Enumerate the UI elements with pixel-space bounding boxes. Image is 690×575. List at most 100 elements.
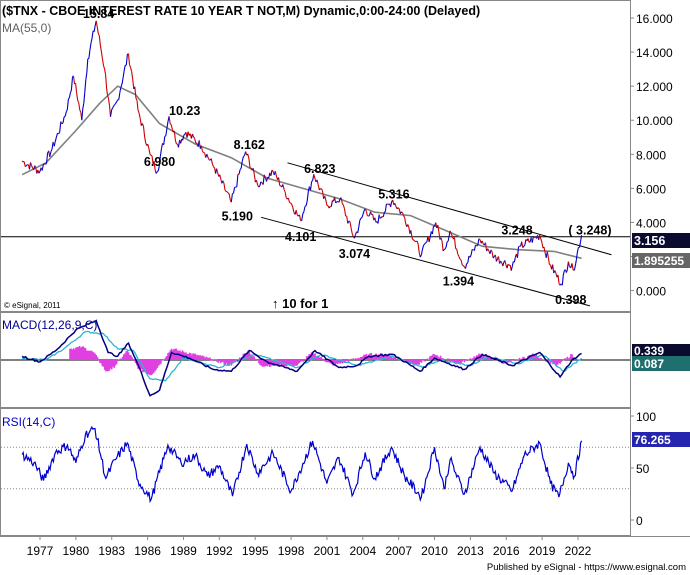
price-segment [68,92,71,98]
price-segment [521,241,524,248]
price-segment [284,191,287,198]
x-tick-label: 1998 [278,544,305,558]
macd-hist-bar [457,360,460,364]
price-segment [453,237,457,249]
price-segment [23,161,26,167]
price-segment [107,98,111,106]
price-annotation: 0.398 [555,293,586,307]
macd-hist-bar [414,360,417,366]
price-segment [289,201,291,204]
price-segment [313,174,316,179]
macd-hist-bar [366,356,369,360]
macd-hist-bar [424,360,426,362]
macd-hist-bar [119,358,121,360]
macd-hist-bar [213,359,216,360]
macd-hist-bar [84,348,87,360]
price-segment [527,238,530,243]
macd-hist-bar [339,360,341,364]
price-segment [335,201,338,204]
macd-hist-bar [431,355,433,360]
price-segment [473,244,477,251]
macd-hist-bar [114,360,117,366]
macd-hist-bar [302,360,304,362]
macd-hist-bar [256,360,259,361]
price-segment [127,53,131,65]
price-segment [198,140,201,149]
macd-hist-bar [111,360,113,370]
macd-hist-bar [124,353,126,360]
macd-hist-bar [252,356,254,360]
price-segment [90,38,93,44]
macd-hist-bar [359,357,362,360]
price-segment [460,259,463,266]
price-segment [45,163,47,165]
price-y-tick: 12.000 [636,80,673,94]
x-tick-label: 2004 [349,544,376,558]
macd-hist-bar [151,360,154,375]
macd-hist-bar [262,360,265,367]
macd-hist-bar [161,360,163,361]
price-segment [194,138,197,144]
price-segment [346,216,349,224]
x-tick-label: 1986 [134,544,161,558]
macd-hist-bar [197,354,199,360]
macd-hist-bar [223,360,225,365]
price-segment [262,174,265,185]
x-tick-label: 1995 [242,544,269,558]
rsi-badge: 76.265 [632,432,690,447]
macd-hist-bar [247,350,249,360]
macd-hist-bar [445,359,448,360]
macd-hist-bar [438,357,441,360]
macd-hist-bar [380,353,382,360]
x-tick-label: 2013 [457,544,484,558]
price-segment [522,245,525,248]
price-segment [111,107,114,111]
macd-hist-bar [304,359,307,360]
price-y-tick: 10.000 [636,114,673,128]
price-segment [271,169,274,172]
price-segment [135,97,138,101]
price-segment [236,174,239,187]
price-segment [53,141,56,147]
macd-hist-bar [271,360,273,365]
price-segment [469,254,472,258]
ma-badge-value: 1.895255 [634,254,684,268]
price-segment [576,247,579,253]
macd-badge-bottom-value: 0.087 [634,357,664,371]
macd-hist-bar [344,360,346,363]
price-segment [149,153,152,156]
macd-hist-bar [218,360,221,362]
macd-hist-bar [432,353,435,360]
macd-hist-bar [511,360,514,361]
price-segment [340,197,343,204]
price-segment [407,224,410,228]
price-segment [210,158,213,165]
price-segment [206,153,209,158]
macd-hist-bar [90,350,93,360]
price-segment [148,148,151,155]
price-segment [259,181,262,186]
price-segment [447,236,450,242]
price-segment [379,217,382,219]
price-segment [321,188,323,192]
macd-hist-bar [529,355,532,360]
macd-hist-bar [187,354,190,360]
macd-hist-bar [390,356,393,360]
price-segment [232,187,236,194]
price-segment [230,193,233,203]
macd-hist-bar [132,359,135,360]
price-segment [104,69,107,75]
price-segment [283,189,286,193]
macd-hist-bar [345,360,347,361]
macd-hist-bar [417,360,419,365]
macd-hist-bar [376,355,378,360]
macd-hist-bar [460,360,462,364]
macd-hist-bar [382,355,384,360]
macd-hist-bar [192,353,194,360]
macd-hist-bar [458,360,461,364]
price-segment [132,79,135,89]
macd-hist-bar [412,360,414,365]
price-segment [25,164,28,167]
price-segment [125,54,128,66]
